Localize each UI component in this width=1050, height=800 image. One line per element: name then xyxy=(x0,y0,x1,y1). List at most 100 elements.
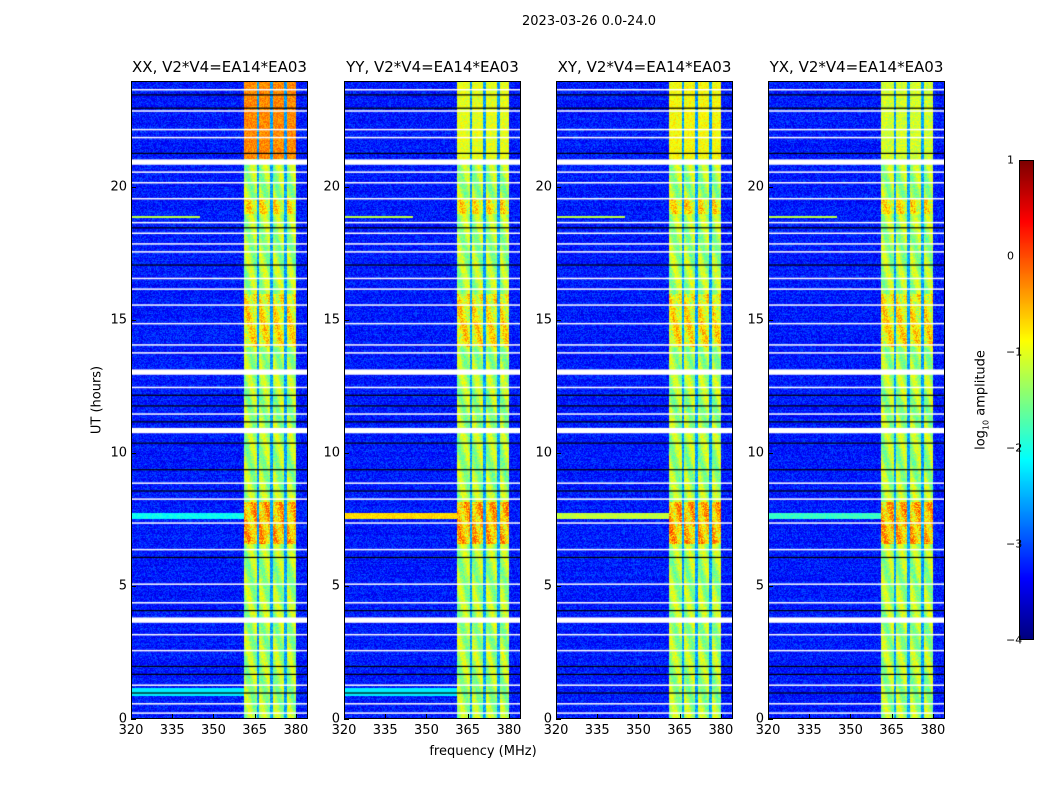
x-tick-label: 365 xyxy=(879,723,905,738)
colorbar-label: log10 amplitude xyxy=(973,350,991,450)
y-tick xyxy=(131,187,136,189)
x-tick-label: 365 xyxy=(242,723,268,738)
heatmap-image xyxy=(131,81,308,719)
y-tick xyxy=(344,320,349,322)
x-tick-label: 350 xyxy=(414,723,439,738)
x-tick xyxy=(213,714,215,719)
y-tick xyxy=(131,719,136,720)
heatmap-panel: XX, V2*V4=EA14*EA03 320 335 350 365 380 0 5 10 15… xyxy=(110,58,308,738)
x-tick xyxy=(131,714,132,719)
y-tick-label: 5 xyxy=(755,578,764,594)
x-tick xyxy=(850,714,852,719)
y-tick xyxy=(131,453,136,455)
panel-title: YY, V2*V4=EA14*EA03 xyxy=(346,58,519,76)
y-tick-label: 0 xyxy=(755,711,764,727)
x-tick xyxy=(385,714,387,719)
y-axis-label: UT (hours) xyxy=(89,365,105,435)
y-tick-label: 5 xyxy=(118,578,127,594)
y-tick-label: 20 xyxy=(110,179,127,195)
x-tick xyxy=(720,714,722,719)
x-tick-label: 320 xyxy=(543,723,569,738)
x-tick xyxy=(809,714,811,719)
x-tick xyxy=(508,714,510,719)
x-tick-label: 350 xyxy=(201,723,226,738)
y-tick-label: 15 xyxy=(110,312,127,328)
y-tick xyxy=(131,586,136,588)
plot-frame xyxy=(556,81,733,719)
y-tick-label: 10 xyxy=(535,445,552,461)
y-tick-label: 15 xyxy=(747,312,764,328)
x-tick-label: 365 xyxy=(667,723,693,738)
plot-frame xyxy=(344,81,521,719)
x-tick-label: 380 xyxy=(283,723,309,738)
plot-frame xyxy=(768,81,945,719)
x-tick-label: 320 xyxy=(118,723,144,738)
colorbar-tick-label: −4 xyxy=(1006,633,1023,647)
colorbar-tick-label: −2 xyxy=(1006,441,1023,455)
x-tick xyxy=(768,714,769,719)
y-tick-label: 5 xyxy=(543,578,552,594)
y-tick xyxy=(344,586,349,588)
x-tick-label: 380 xyxy=(496,723,522,738)
panel-title: YX, V2*V4=EA14*EA03 xyxy=(769,58,944,76)
y-tick xyxy=(131,320,136,322)
y-tick-label: 20 xyxy=(747,179,764,195)
heatmap-image xyxy=(344,81,521,719)
x-tick xyxy=(254,714,256,719)
y-tick-label: 10 xyxy=(323,445,340,461)
x-tick-label: 320 xyxy=(331,723,357,738)
y-tick xyxy=(344,719,349,720)
x-tick xyxy=(597,714,599,719)
y-tick xyxy=(556,320,561,322)
x-tick xyxy=(467,714,469,719)
y-tick xyxy=(344,187,349,189)
colorbar-tick-label: 1 xyxy=(1007,153,1014,167)
y-tick-label: 10 xyxy=(747,445,764,461)
x-tick xyxy=(679,714,681,719)
x-tick-label: 350 xyxy=(838,723,863,738)
colorbar xyxy=(1019,160,1034,640)
heatmap-image xyxy=(768,81,945,719)
x-tick xyxy=(932,714,934,719)
y-tick xyxy=(768,320,773,322)
y-tick-label: 0 xyxy=(118,711,127,727)
x-tick xyxy=(556,714,557,719)
y-tick xyxy=(768,453,773,455)
y-tick-label: 0 xyxy=(331,711,340,727)
panel-title: XY, V2*V4=EA14*EA03 xyxy=(557,58,732,76)
y-tick-label: 20 xyxy=(535,179,552,195)
x-tick-label: 350 xyxy=(626,723,651,738)
heatmap-panel: XY, V2*V4=EA14*EA03 320 335 350 365 380 0 5 10 15… xyxy=(535,58,733,738)
heatmap-image xyxy=(556,81,733,719)
y-tick-label: 15 xyxy=(535,312,552,328)
y-tick xyxy=(768,187,773,189)
y-tick xyxy=(768,719,773,720)
y-tick-label: 15 xyxy=(323,312,340,328)
x-tick xyxy=(172,714,174,719)
x-tick-label: 320 xyxy=(755,723,781,738)
x-tick-label: 365 xyxy=(455,723,481,738)
x-tick xyxy=(344,714,345,719)
x-tick xyxy=(638,714,640,719)
y-tick xyxy=(556,719,561,720)
x-tick-label: 380 xyxy=(920,723,946,738)
y-tick-label: 0 xyxy=(543,711,552,727)
x-tick-label: 335 xyxy=(159,723,185,738)
x-tick-label: 335 xyxy=(372,723,398,738)
y-tick-label: 10 xyxy=(110,445,127,461)
heatmap-panel: YX, V2*V4=EA14*EA03 320 335 350 365 380 0 5 10 15… xyxy=(747,58,945,738)
y-tick xyxy=(556,187,561,189)
x-tick-label: 380 xyxy=(708,723,734,738)
y-tick xyxy=(556,453,561,455)
x-tick-label: 335 xyxy=(584,723,610,738)
heatmap-panel: YY, V2*V4=EA14*EA03 320 335 350 365 380 0 5 10 15… xyxy=(323,58,521,738)
plot-frame xyxy=(131,81,308,719)
x-axis-label: frequency (MHz) xyxy=(429,744,537,759)
y-tick xyxy=(768,586,773,588)
x-tick xyxy=(295,714,297,719)
y-tick-label: 20 xyxy=(323,179,340,195)
y-tick-label: 5 xyxy=(331,578,340,594)
panel-title: XX, V2*V4=EA14*EA03 xyxy=(132,58,307,76)
x-tick-label: 335 xyxy=(796,723,822,738)
